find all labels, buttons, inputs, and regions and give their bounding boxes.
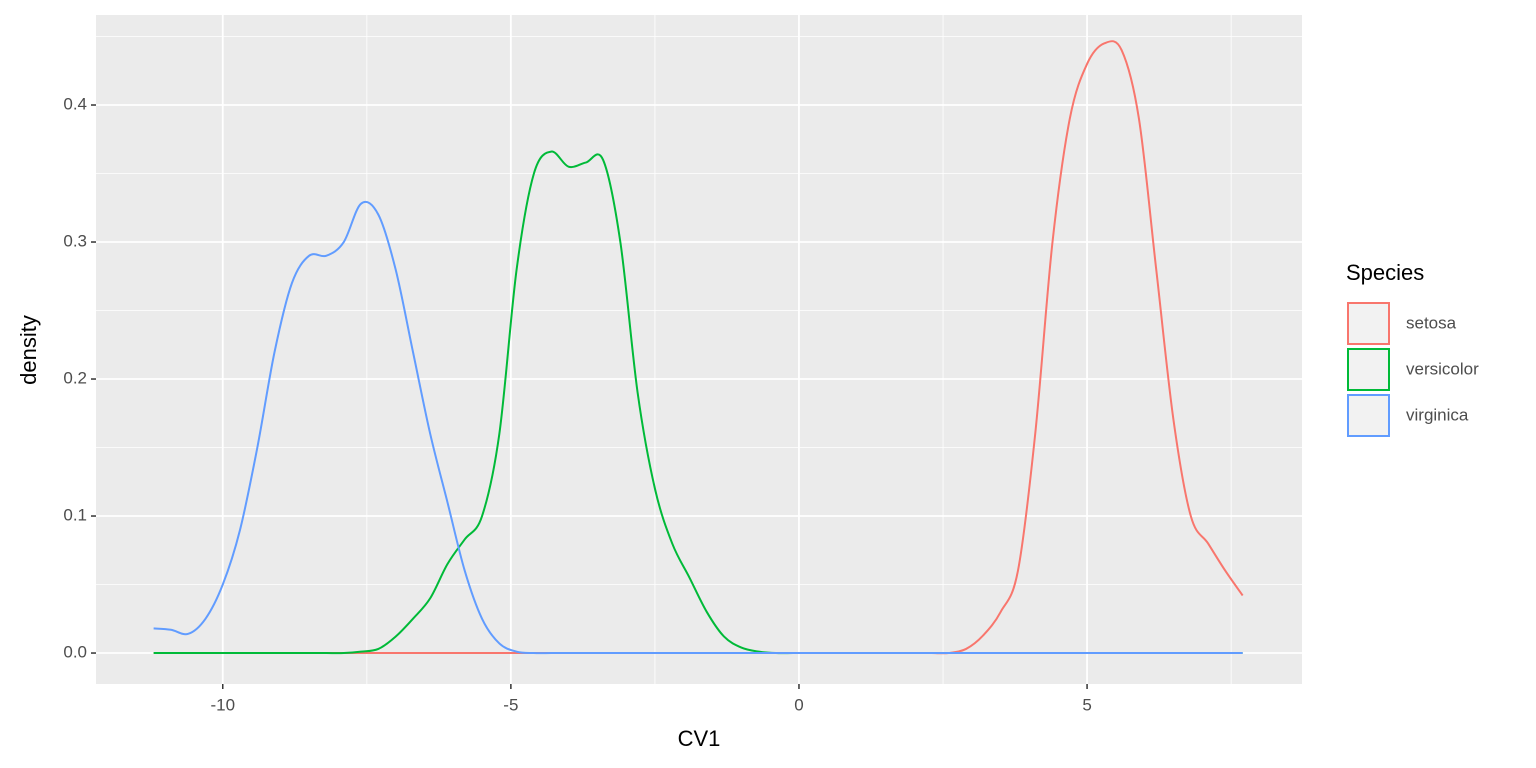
legend-title: Species: [1346, 260, 1424, 285]
y-tick-label: 0.4: [63, 94, 87, 113]
x-tick-label: -5: [503, 695, 518, 714]
legend-label: setosa: [1406, 313, 1457, 332]
legend-key: [1347, 302, 1390, 345]
density-line: [153, 200, 1243, 655]
y-tick-label: 0.3: [63, 232, 87, 251]
legend-label: versicolor: [1406, 359, 1479, 378]
panel: [96, 15, 1302, 684]
y-axis-title: density: [16, 315, 41, 385]
x-tick-label: 5: [1082, 695, 1091, 714]
y-tick-label: 0.2: [63, 369, 87, 388]
legend-key: [1347, 394, 1390, 437]
x-tick-label: 0: [794, 695, 803, 714]
y-tick-label: 0.1: [63, 506, 87, 525]
x-axis-title: CV1: [678, 726, 721, 751]
legend-label: virginica: [1406, 405, 1469, 424]
x-tick-label: -10: [210, 695, 235, 714]
legend-key: [1347, 348, 1390, 391]
y-tick-label: 0.0: [63, 643, 87, 662]
